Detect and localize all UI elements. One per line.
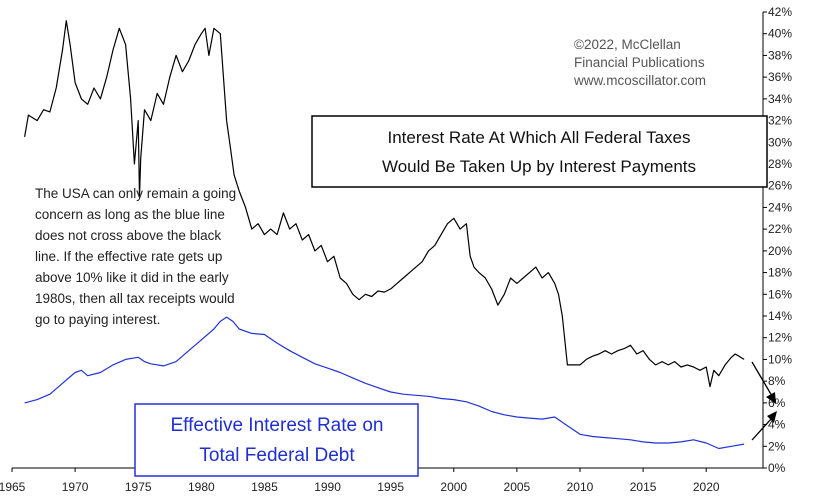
series-layer [24,20,745,450]
x-tick-label: 2000 [440,480,467,494]
y-tick-label: 42% [768,5,792,19]
up-arrow-head [767,411,777,423]
blue-series-label-box: Effective Interest Rate on Total Federal… [134,403,419,477]
y-tick-label: 40% [768,27,792,41]
annotation-line-6: 1980s, then all tax receipts would [35,291,235,306]
x-tick-label: 1985 [251,480,278,494]
y-tick-label: 8% [768,374,786,388]
y-tick-label: 28% [768,157,792,171]
chart-title-frame [311,115,768,188]
up-arrow-line [751,417,773,441]
x-tick-label: 1965 [0,480,26,494]
y-tick-label: 24% [768,200,792,214]
effective-interest-rate-line [24,316,745,450]
y-tick-label: 14% [768,309,792,323]
y-tick-label: 12% [768,331,792,345]
annotation-note: The USA can only remain a going concern … [35,186,236,327]
blue-series-label-frame [134,403,419,477]
x-tick-label: 1995 [377,480,404,494]
y-tick-label: 16% [768,287,792,301]
blue-series-label-line-1: Effective Interest Rate on [171,415,384,436]
annotation-line-3: does not cross above the black [35,228,221,243]
y-tick-label: 36% [768,70,792,84]
y-tick-label: 22% [768,222,792,236]
annotation-line-5: above 10% like it did in the early [35,270,229,285]
annotation-line-4: line. If the effective rate gets up [35,249,222,264]
down-arrow-head [766,392,776,404]
x-tick-label: 1970 [62,480,89,494]
chart-title-line-2: Would Be Taken Up by Interest Payments [382,157,696,176]
y-tick-label: 30% [768,135,792,149]
annotation-line-1: The USA can only remain a going [35,186,236,201]
y-tick-label: 0% [768,461,786,475]
blue-series-label-line-2: Total Federal Debt [199,445,355,466]
x-tick-label: 1980 [188,480,215,494]
y-tick-label: 26% [768,179,792,193]
chart-title-line-1: Interest Rate At Which All Federal Taxes [388,128,691,147]
y-tick-label: 20% [768,244,792,258]
y-tick-label: 18% [768,266,792,280]
copyright-credit: ©2022, McClellan [574,37,681,52]
publisher-credit: Financial Publications [574,55,705,70]
x-tick-label: 2010 [567,480,594,494]
x-tick-label: 1975 [125,480,152,494]
website-credit: www.mcoscillator.com [573,73,706,88]
tax-interest-threshold-line [24,20,745,388]
x-tick-label: 2005 [504,480,531,494]
x-tick-label: 1990 [314,480,341,494]
x-tick-label: 2020 [693,480,720,494]
y-tick-label: 2% [768,439,786,453]
ticks: 0%2%4%6%8%10%12%14%16%18%20%22%24%26%28%… [0,5,792,494]
annotation-line-7: go to paying interest. [35,312,160,327]
chart-title-box: Interest Rate At Which All Federal Taxes… [311,115,768,188]
x-tick-label: 2015 [630,480,657,494]
convergence-arrows [751,361,777,441]
y-tick-label: 34% [768,92,792,106]
y-tick-label: 32% [768,114,792,128]
y-tick-label: 10% [768,352,792,366]
y-tick-label: 38% [768,48,792,62]
down-arrow-line [751,361,773,397]
annotation-line-2: concern as long as the blue line [35,207,225,222]
